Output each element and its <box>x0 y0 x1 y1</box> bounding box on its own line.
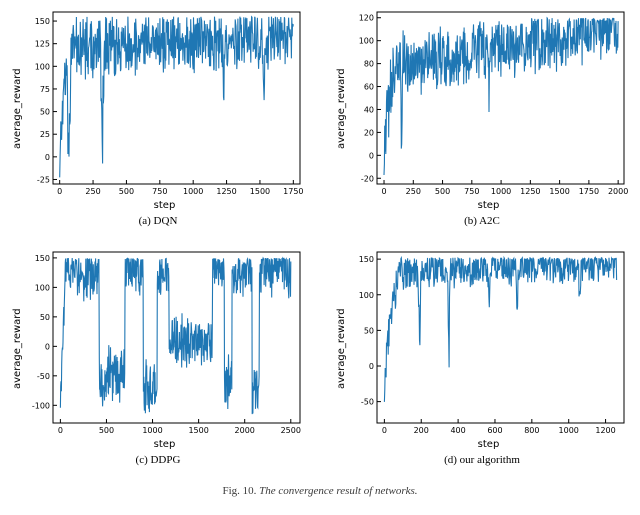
svg-text:1500: 1500 <box>549 187 569 196</box>
chart-dqn: -250255075100125150025050075010001250150… <box>23 6 306 200</box>
chart-a2c: -20 0 20 40 60 80 100 120 0 250 500 750 1000 1250 1500… <box>347 6 630 200</box>
svg-text:1000: 1000 <box>559 426 579 435</box>
svg-text:0: 0 <box>381 187 386 196</box>
subcaption: (b) A2C <box>464 214 500 228</box>
svg-text:125: 125 <box>35 40 50 49</box>
plot-wrap: average_reward -50 0 50 100 150 0 200 400 600 800… <box>334 246 630 451</box>
subcaption: (d) our algorithm <box>444 453 520 467</box>
svg-text:50: 50 <box>40 313 50 322</box>
svg-text:1250: 1250 <box>216 187 236 196</box>
svg-text:0: 0 <box>369 362 374 371</box>
svg-text:750: 750 <box>464 187 479 196</box>
svg-text:1750: 1750 <box>579 187 599 196</box>
svg-text:1500: 1500 <box>188 426 208 435</box>
xlabel: step <box>347 200 630 212</box>
svg-text:150: 150 <box>35 254 50 263</box>
svg-text:80: 80 <box>364 60 374 69</box>
panel-ddpg: average_reward -100-50050100150050010001… <box>10 246 306 467</box>
svg-text:250: 250 <box>85 187 100 196</box>
svg-text:0: 0 <box>382 426 387 435</box>
xlabel: step <box>23 439 306 451</box>
ylabel: average_reward <box>10 246 23 451</box>
svg-text:20: 20 <box>364 128 374 137</box>
figure-caption: Fig. 10. The convergence result of netwo… <box>10 485 630 515</box>
svg-text:120: 120 <box>359 14 374 23</box>
svg-text:150: 150 <box>35 17 50 26</box>
svg-text:-25: -25 <box>37 175 50 184</box>
svg-text:150: 150 <box>359 255 374 264</box>
figure-number: Fig. 10. <box>222 485 256 497</box>
svg-text:500: 500 <box>435 187 450 196</box>
svg-text:100: 100 <box>359 37 374 46</box>
ylabel: average_reward <box>10 6 23 212</box>
svg-text:1250: 1250 <box>520 187 540 196</box>
figure-caption-text: The convergence result of networks. <box>259 485 417 497</box>
panel-dqn: average_reward -250255075100125150025050… <box>10 6 306 228</box>
svg-text:1750: 1750 <box>283 187 303 196</box>
xlabel: step <box>347 439 630 451</box>
svg-text:400: 400 <box>450 426 465 435</box>
svg-text:1200: 1200 <box>595 426 615 435</box>
svg-text:800: 800 <box>524 426 539 435</box>
svg-text:-50: -50 <box>37 372 50 381</box>
chart-ddpg: -100-5005010015005001000150020002500 <box>23 246 306 439</box>
plot-area: -20 0 20 40 60 80 100 120 0 250 500 750 1000 1250 1500… <box>347 6 630 212</box>
svg-text:40: 40 <box>364 105 374 114</box>
subcaption: (c) DDPG <box>136 453 181 467</box>
svg-text:50: 50 <box>40 108 50 117</box>
svg-text:750: 750 <box>152 187 167 196</box>
svg-text:-50: -50 <box>361 398 374 407</box>
svg-text:75: 75 <box>40 85 50 94</box>
svg-text:2000: 2000 <box>608 187 628 196</box>
svg-text:200: 200 <box>414 426 429 435</box>
svg-text:1000: 1000 <box>491 187 511 196</box>
plot-wrap: average_reward -250255075100125150025050… <box>10 6 306 212</box>
ylabel: average_reward <box>334 246 347 451</box>
svg-text:0: 0 <box>369 151 374 160</box>
ylabel: average_reward <box>334 6 347 212</box>
svg-text:25: 25 <box>40 130 50 139</box>
xlabel: step <box>23 200 306 212</box>
svg-text:1000: 1000 <box>142 426 162 435</box>
plot-area: -50 0 50 100 150 0 200 400 600 800 1000 1200 step <box>347 246 630 451</box>
svg-text:100: 100 <box>35 283 50 292</box>
svg-text:-20: -20 <box>361 174 374 183</box>
plot-area: -250255075100125150025050075010001250150… <box>23 6 306 212</box>
panel-ours: average_reward -50 0 50 100 150 0 200 400 600 800… <box>334 246 630 467</box>
svg-text:0: 0 <box>45 342 50 351</box>
svg-text:-100: -100 <box>32 401 50 410</box>
svg-text:2500: 2500 <box>281 426 301 435</box>
svg-text:1000: 1000 <box>183 187 203 196</box>
svg-text:0: 0 <box>45 153 50 162</box>
plot-area: -100-5005010015005001000150020002500 ste… <box>23 246 306 451</box>
svg-text:100: 100 <box>359 291 374 300</box>
svg-text:0: 0 <box>58 426 63 435</box>
svg-text:250: 250 <box>406 187 421 196</box>
plot-wrap: average_reward -100-50050100150050010001… <box>10 246 306 451</box>
chart-ours: -50 0 50 100 150 0 200 400 600 800 1000 1200 <box>347 246 630 439</box>
figure-grid: average_reward -250255075100125150025050… <box>0 0 640 515</box>
svg-text:500: 500 <box>119 187 134 196</box>
svg-text:600: 600 <box>487 426 502 435</box>
svg-text:2000: 2000 <box>235 426 255 435</box>
subcaption: (a) DQN <box>139 214 178 228</box>
svg-text:0: 0 <box>57 187 62 196</box>
svg-text:60: 60 <box>364 83 374 92</box>
panel-a2c: average_reward -20 0 20 40 60 80 100 120 0 250 500… <box>334 6 630 228</box>
svg-text:100: 100 <box>35 62 50 71</box>
svg-text:500: 500 <box>99 426 114 435</box>
svg-text:1500: 1500 <box>250 187 270 196</box>
svg-text:50: 50 <box>364 326 374 335</box>
plot-wrap: average_reward -20 0 20 40 60 80 100 120 0 250 500… <box>334 6 630 212</box>
